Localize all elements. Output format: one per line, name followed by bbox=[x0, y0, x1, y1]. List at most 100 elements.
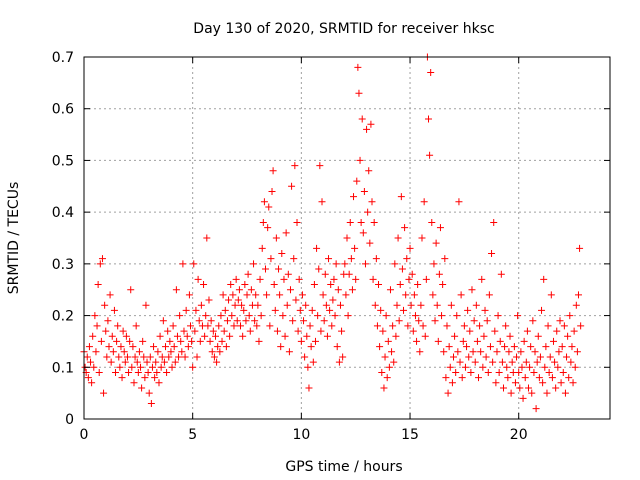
data-point bbox=[555, 348, 563, 356]
data-point bbox=[270, 281, 278, 289]
data-point bbox=[218, 337, 226, 345]
data-point bbox=[565, 374, 573, 382]
data-point bbox=[182, 306, 190, 314]
data-point bbox=[363, 125, 371, 133]
data-point bbox=[271, 306, 279, 314]
data-point bbox=[97, 337, 105, 345]
data-point bbox=[118, 374, 126, 382]
x-tick-label: 10 bbox=[292, 427, 310, 443]
data-point bbox=[217, 312, 225, 320]
data-point bbox=[369, 275, 377, 283]
data-point bbox=[465, 353, 473, 361]
data-point bbox=[202, 312, 210, 320]
data-point bbox=[365, 167, 373, 175]
data-point bbox=[172, 286, 180, 294]
data-point bbox=[96, 260, 104, 268]
data-point bbox=[145, 389, 153, 397]
data-point bbox=[132, 322, 140, 330]
data-point bbox=[310, 281, 318, 289]
data-point bbox=[488, 250, 496, 258]
y-tick-label: 0.1 bbox=[52, 360, 74, 376]
data-point bbox=[166, 337, 174, 345]
data-point bbox=[498, 358, 506, 366]
data-point bbox=[552, 384, 560, 392]
data-point bbox=[401, 224, 409, 232]
data-point bbox=[158, 353, 166, 361]
data-point bbox=[220, 327, 228, 335]
data-point bbox=[556, 317, 564, 325]
data-point bbox=[479, 363, 487, 371]
data-point bbox=[534, 332, 542, 340]
data-point bbox=[292, 296, 300, 304]
data-point bbox=[196, 337, 204, 345]
data-point bbox=[264, 224, 272, 232]
data-point bbox=[83, 353, 91, 361]
data-point bbox=[215, 322, 223, 330]
data-point bbox=[281, 332, 289, 340]
y-tick-label: 0.4 bbox=[52, 205, 74, 221]
data-point bbox=[409, 327, 417, 335]
data-point bbox=[327, 281, 335, 289]
data-point bbox=[528, 389, 536, 397]
data-point bbox=[454, 348, 462, 356]
data-point bbox=[492, 379, 500, 387]
data-point bbox=[527, 343, 535, 351]
data-point bbox=[88, 379, 96, 387]
data-point bbox=[403, 255, 411, 263]
data-point bbox=[323, 332, 331, 340]
data-point bbox=[122, 332, 130, 340]
data-point bbox=[396, 281, 404, 289]
data-point bbox=[129, 343, 137, 351]
data-point bbox=[572, 301, 580, 309]
data-point bbox=[137, 363, 145, 371]
data-point bbox=[560, 322, 568, 330]
data-point bbox=[531, 348, 539, 356]
data-point bbox=[460, 322, 468, 330]
data-point bbox=[351, 244, 359, 252]
data-point bbox=[386, 286, 394, 294]
data-point bbox=[571, 363, 579, 371]
data-point bbox=[373, 322, 381, 330]
data-point bbox=[128, 363, 136, 371]
data-point bbox=[251, 317, 259, 325]
data-point bbox=[469, 348, 477, 356]
data-point bbox=[207, 317, 215, 325]
data-point bbox=[428, 218, 436, 226]
data-point bbox=[468, 286, 476, 294]
y-tick-label: 0.7 bbox=[52, 50, 74, 66]
data-point bbox=[101, 301, 109, 309]
data-point bbox=[159, 317, 167, 325]
data-point bbox=[320, 317, 328, 325]
data-point bbox=[246, 327, 254, 335]
data-point bbox=[204, 322, 212, 330]
data-point bbox=[388, 348, 396, 356]
data-point bbox=[394, 234, 402, 242]
data-point bbox=[157, 363, 165, 371]
data-point bbox=[317, 327, 325, 335]
data-point bbox=[415, 317, 423, 325]
data-point bbox=[489, 358, 497, 366]
data-point bbox=[154, 348, 162, 356]
data-point bbox=[522, 358, 530, 366]
data-point bbox=[191, 327, 199, 335]
data-point bbox=[576, 244, 584, 252]
data-point bbox=[241, 281, 249, 289]
data-point bbox=[372, 255, 380, 263]
data-point bbox=[260, 198, 268, 206]
data-point bbox=[495, 368, 503, 376]
data-point bbox=[345, 270, 353, 278]
data-point bbox=[507, 389, 515, 397]
data-point bbox=[102, 327, 110, 335]
data-point bbox=[445, 343, 453, 351]
data-point bbox=[114, 322, 122, 330]
data-point bbox=[293, 218, 301, 226]
data-point bbox=[197, 301, 205, 309]
data-point bbox=[273, 327, 281, 335]
data-point bbox=[361, 260, 369, 268]
data-point bbox=[539, 379, 547, 387]
data-point bbox=[382, 312, 390, 320]
data-point bbox=[126, 337, 134, 345]
data-point bbox=[302, 301, 310, 309]
data-point bbox=[187, 322, 195, 330]
data-point bbox=[330, 275, 338, 283]
